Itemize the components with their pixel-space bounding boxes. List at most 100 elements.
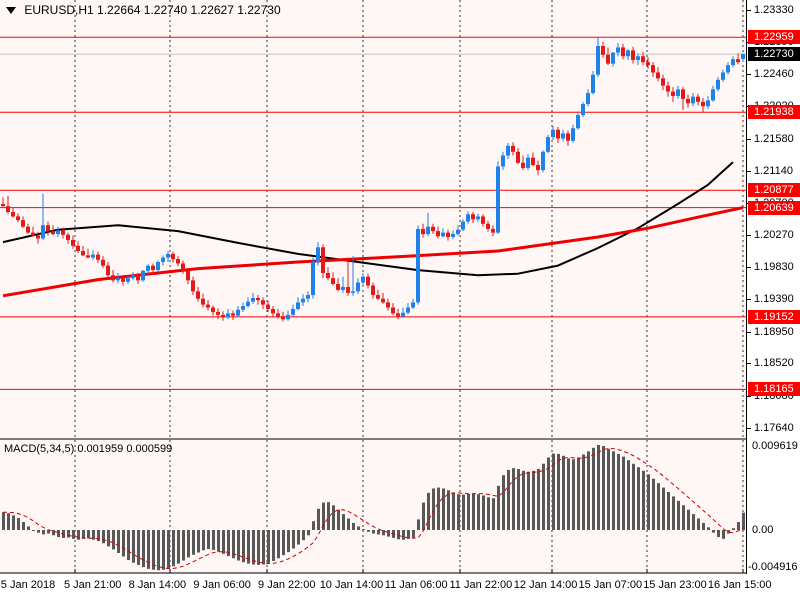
candle-body: [221, 314, 225, 318]
candle-body: [696, 96, 700, 102]
candle-body: [611, 52, 615, 64]
macd-histogram-bar: [92, 530, 95, 540]
level-price-badge: 1.20639: [748, 200, 800, 215]
macd-histogram-bar: [162, 530, 165, 570]
candle-body: [131, 275, 135, 279]
candle-body: [71, 239, 75, 246]
candle-body: [701, 101, 705, 107]
candle-body: [706, 100, 710, 107]
level-price-badge: 1.19152: [748, 309, 800, 324]
macd-histogram-bar: [57, 530, 60, 538]
macd-histogram-bar: [427, 492, 430, 530]
macd-histogram-bar: [142, 530, 145, 568]
candle-body: [341, 286, 345, 290]
candle-body: [356, 282, 360, 292]
candle-body: [26, 226, 30, 233]
candle-body: [601, 45, 605, 55]
macd-histogram-bar: [717, 530, 720, 538]
candle-body: [636, 56, 640, 60]
candle-body: [36, 235, 40, 239]
macd-histogram-bar: [7, 513, 10, 530]
macd-histogram-bar: [37, 530, 40, 533]
candle-body: [1, 203, 5, 207]
candle-body: [576, 115, 580, 129]
macd-histogram-bar: [107, 530, 110, 547]
macd-histogram-bar: [527, 471, 530, 530]
macd-histogram-bar: [627, 460, 630, 530]
candle-body: [46, 225, 50, 232]
candle-body: [566, 133, 570, 141]
price-axis[interactable]: 1.233301.228901.224601.220201.215801.211…: [746, 0, 800, 574]
level-price-badge: 1.20877: [748, 183, 800, 198]
candle-body: [396, 313, 400, 317]
macd-histogram-bar: [472, 493, 475, 530]
macd-histogram-bar: [467, 493, 470, 530]
macd-histogram-bar: [572, 459, 575, 530]
candle-body: [496, 166, 500, 233]
macd-histogram-bar: [302, 530, 305, 541]
macd-histogram-bar: [542, 463, 545, 530]
candle-body: [151, 265, 155, 271]
macd-histogram-bar: [562, 455, 565, 530]
price-tick-label: 1.22460: [754, 67, 794, 80]
time-axis-label: 15 Jan 07:00: [578, 579, 643, 591]
macd-histogram-bar: [2, 512, 5, 530]
ohlc-close: 1.22730: [237, 3, 281, 17]
macd-histogram-bar: [692, 514, 695, 530]
candle-body: [291, 308, 295, 315]
macd-histogram-bar: [557, 454, 560, 530]
macd-label: MACD(5,34,5) 0.001959 0.000599: [4, 443, 172, 455]
macd-histogram-bar: [642, 470, 645, 530]
price-tick-mark: [747, 331, 751, 333]
main-price-chart[interactable]: [0, 0, 746, 440]
macd-histogram-bar: [637, 467, 640, 530]
macd-histogram-bar: [127, 530, 130, 561]
candle-body: [571, 128, 575, 141]
candle-body: [451, 234, 455, 237]
macd-histogram-bar: [272, 530, 275, 561]
macd-histogram-bar: [742, 512, 745, 530]
time-axis-label: 9 Jan 22:00: [258, 579, 316, 591]
candle-body: [616, 47, 620, 53]
price-tick-mark: [747, 234, 751, 236]
candle-body: [431, 226, 435, 232]
level-price-badge: 1.18165: [748, 382, 800, 397]
macd-histogram-bar: [152, 530, 155, 570]
price-tick-label: 1.17640: [754, 422, 794, 434]
macd-indicator-panel[interactable]: [0, 440, 746, 574]
macd-histogram-bar: [607, 448, 610, 530]
macd-histogram-bar: [87, 530, 90, 539]
price-tick-mark: [747, 73, 751, 75]
candle-body: [626, 50, 630, 57]
candle-body: [391, 307, 395, 314]
macd-histogram-bar: [292, 530, 295, 549]
time-axis-label: 9 Jan 06:00: [193, 579, 251, 591]
macd-histogram-bar: [47, 530, 50, 534]
macd-histogram-bar: [157, 530, 160, 571]
macd-histogram-bar: [522, 470, 525, 530]
macd-histogram-bar: [732, 528, 735, 530]
macd-histogram-bar: [172, 530, 175, 567]
macd-histogram-bar: [402, 530, 405, 540]
time-axis-label: 11 Jan 06:00: [384, 579, 448, 591]
candle-body: [546, 137, 550, 152]
macd-histogram-bar: [182, 530, 185, 561]
candle-body: [241, 306, 245, 310]
candle-body: [86, 255, 90, 258]
macd-histogram-bar: [442, 488, 445, 530]
macd-histogram-bar: [677, 500, 680, 530]
time-axis-label: 16 Jan 15:00: [707, 579, 772, 591]
candle-body: [31, 232, 35, 236]
candle-body: [411, 302, 415, 308]
macd-histogram-bar: [707, 527, 710, 530]
macd-histogram-bar: [422, 502, 425, 530]
candle-body: [436, 231, 440, 237]
macd-histogram-bar: [602, 446, 605, 530]
candle-body: [136, 275, 140, 281]
macd-histogram-bar: [667, 492, 670, 530]
candle-body: [521, 162, 525, 168]
macd-histogram-bar: [597, 444, 600, 530]
price-tick-mark: [747, 170, 751, 172]
time-axis[interactable]: 5 Jan 2018 5 Jan 21:00 8 Jan 14:00 9 Jan 06…: [0, 576, 800, 600]
main-chart-background: [0, 0, 746, 440]
